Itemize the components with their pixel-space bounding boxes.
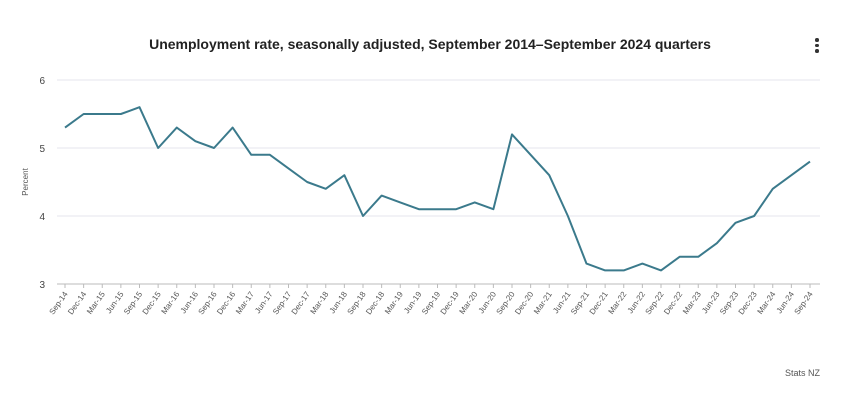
data-point <box>528 152 534 158</box>
x-tick-label: Mar-21 <box>532 290 554 316</box>
x-tick-label: Dec-15 <box>141 290 163 317</box>
x-tick-label: Dec-22 <box>662 290 684 317</box>
x-tick-label: Mar-16 <box>159 290 181 316</box>
data-point <box>174 125 180 131</box>
data-point <box>677 254 683 260</box>
data-point <box>155 145 161 151</box>
data-point <box>602 267 608 273</box>
data-point <box>435 206 441 212</box>
x-tick-label: Mar-18 <box>308 290 330 316</box>
x-tick-label: Mar-23 <box>681 290 703 316</box>
data-point <box>639 261 645 267</box>
data-point <box>286 165 292 171</box>
data-point <box>304 179 310 185</box>
x-tick-label: Mar-20 <box>457 290 479 316</box>
data-point <box>621 267 627 273</box>
x-tick-label: Dec-23 <box>737 290 759 317</box>
data-point <box>341 172 347 178</box>
y-tick-label: 5 <box>39 144 45 155</box>
x-tick-label: Dec-18 <box>364 290 386 317</box>
source-credit: Stats NZ <box>784 368 820 378</box>
data-point <box>770 186 776 192</box>
data-point <box>453 206 459 212</box>
x-tick-label: Mar-22 <box>606 290 628 316</box>
data-point <box>323 186 329 192</box>
data-point <box>584 261 590 267</box>
data-point <box>192 138 198 144</box>
data-point <box>379 193 385 199</box>
data-point <box>695 254 701 260</box>
data-point <box>714 240 720 246</box>
data-point <box>788 172 794 178</box>
x-tick-label: Dec-20 <box>513 290 535 317</box>
data-point <box>99 111 105 117</box>
data-point <box>546 172 552 178</box>
data-point <box>62 125 68 131</box>
data-point <box>416 206 422 212</box>
data-point <box>397 199 403 205</box>
data-point <box>248 152 254 158</box>
data-point <box>565 213 571 219</box>
data-point <box>211 145 217 151</box>
data-point <box>751 213 757 219</box>
data-point <box>733 220 739 226</box>
x-tick-label: Mar-17 <box>234 290 256 316</box>
y-tick-label: 3 <box>39 280 45 291</box>
x-tick-label: Sep-24 <box>792 290 814 317</box>
chart-title: Unemployment rate, seasonally adjusted, … <box>149 36 711 52</box>
x-tick-label: Dec-14 <box>66 290 88 317</box>
data-point <box>81 111 87 117</box>
data-point <box>137 104 143 110</box>
x-tick-label: Mar-15 <box>85 290 107 316</box>
data-point <box>267 152 273 158</box>
x-tick-label: Dec-16 <box>215 290 237 317</box>
data-point <box>118 111 124 117</box>
y-tick-label: 6 <box>39 76 45 87</box>
x-tick-label: Mar-19 <box>383 290 405 316</box>
x-tick-label: Dec-21 <box>588 290 610 317</box>
x-tick-label: Dec-19 <box>439 290 461 317</box>
data-point <box>360 213 366 219</box>
series-line <box>64 106 811 272</box>
y-tick-label: 4 <box>39 212 45 223</box>
data-point <box>230 125 236 131</box>
x-tick-label: Mar-24 <box>755 290 777 316</box>
data-point <box>658 267 664 273</box>
y-axis-label: Percent <box>21 167 30 195</box>
data-point <box>509 131 515 137</box>
x-tick-label: Dec-17 <box>290 290 312 317</box>
more-vertical-icon[interactable] <box>810 38 824 58</box>
data-point <box>472 199 478 205</box>
data-point <box>807 159 813 165</box>
data-point <box>490 206 496 212</box>
